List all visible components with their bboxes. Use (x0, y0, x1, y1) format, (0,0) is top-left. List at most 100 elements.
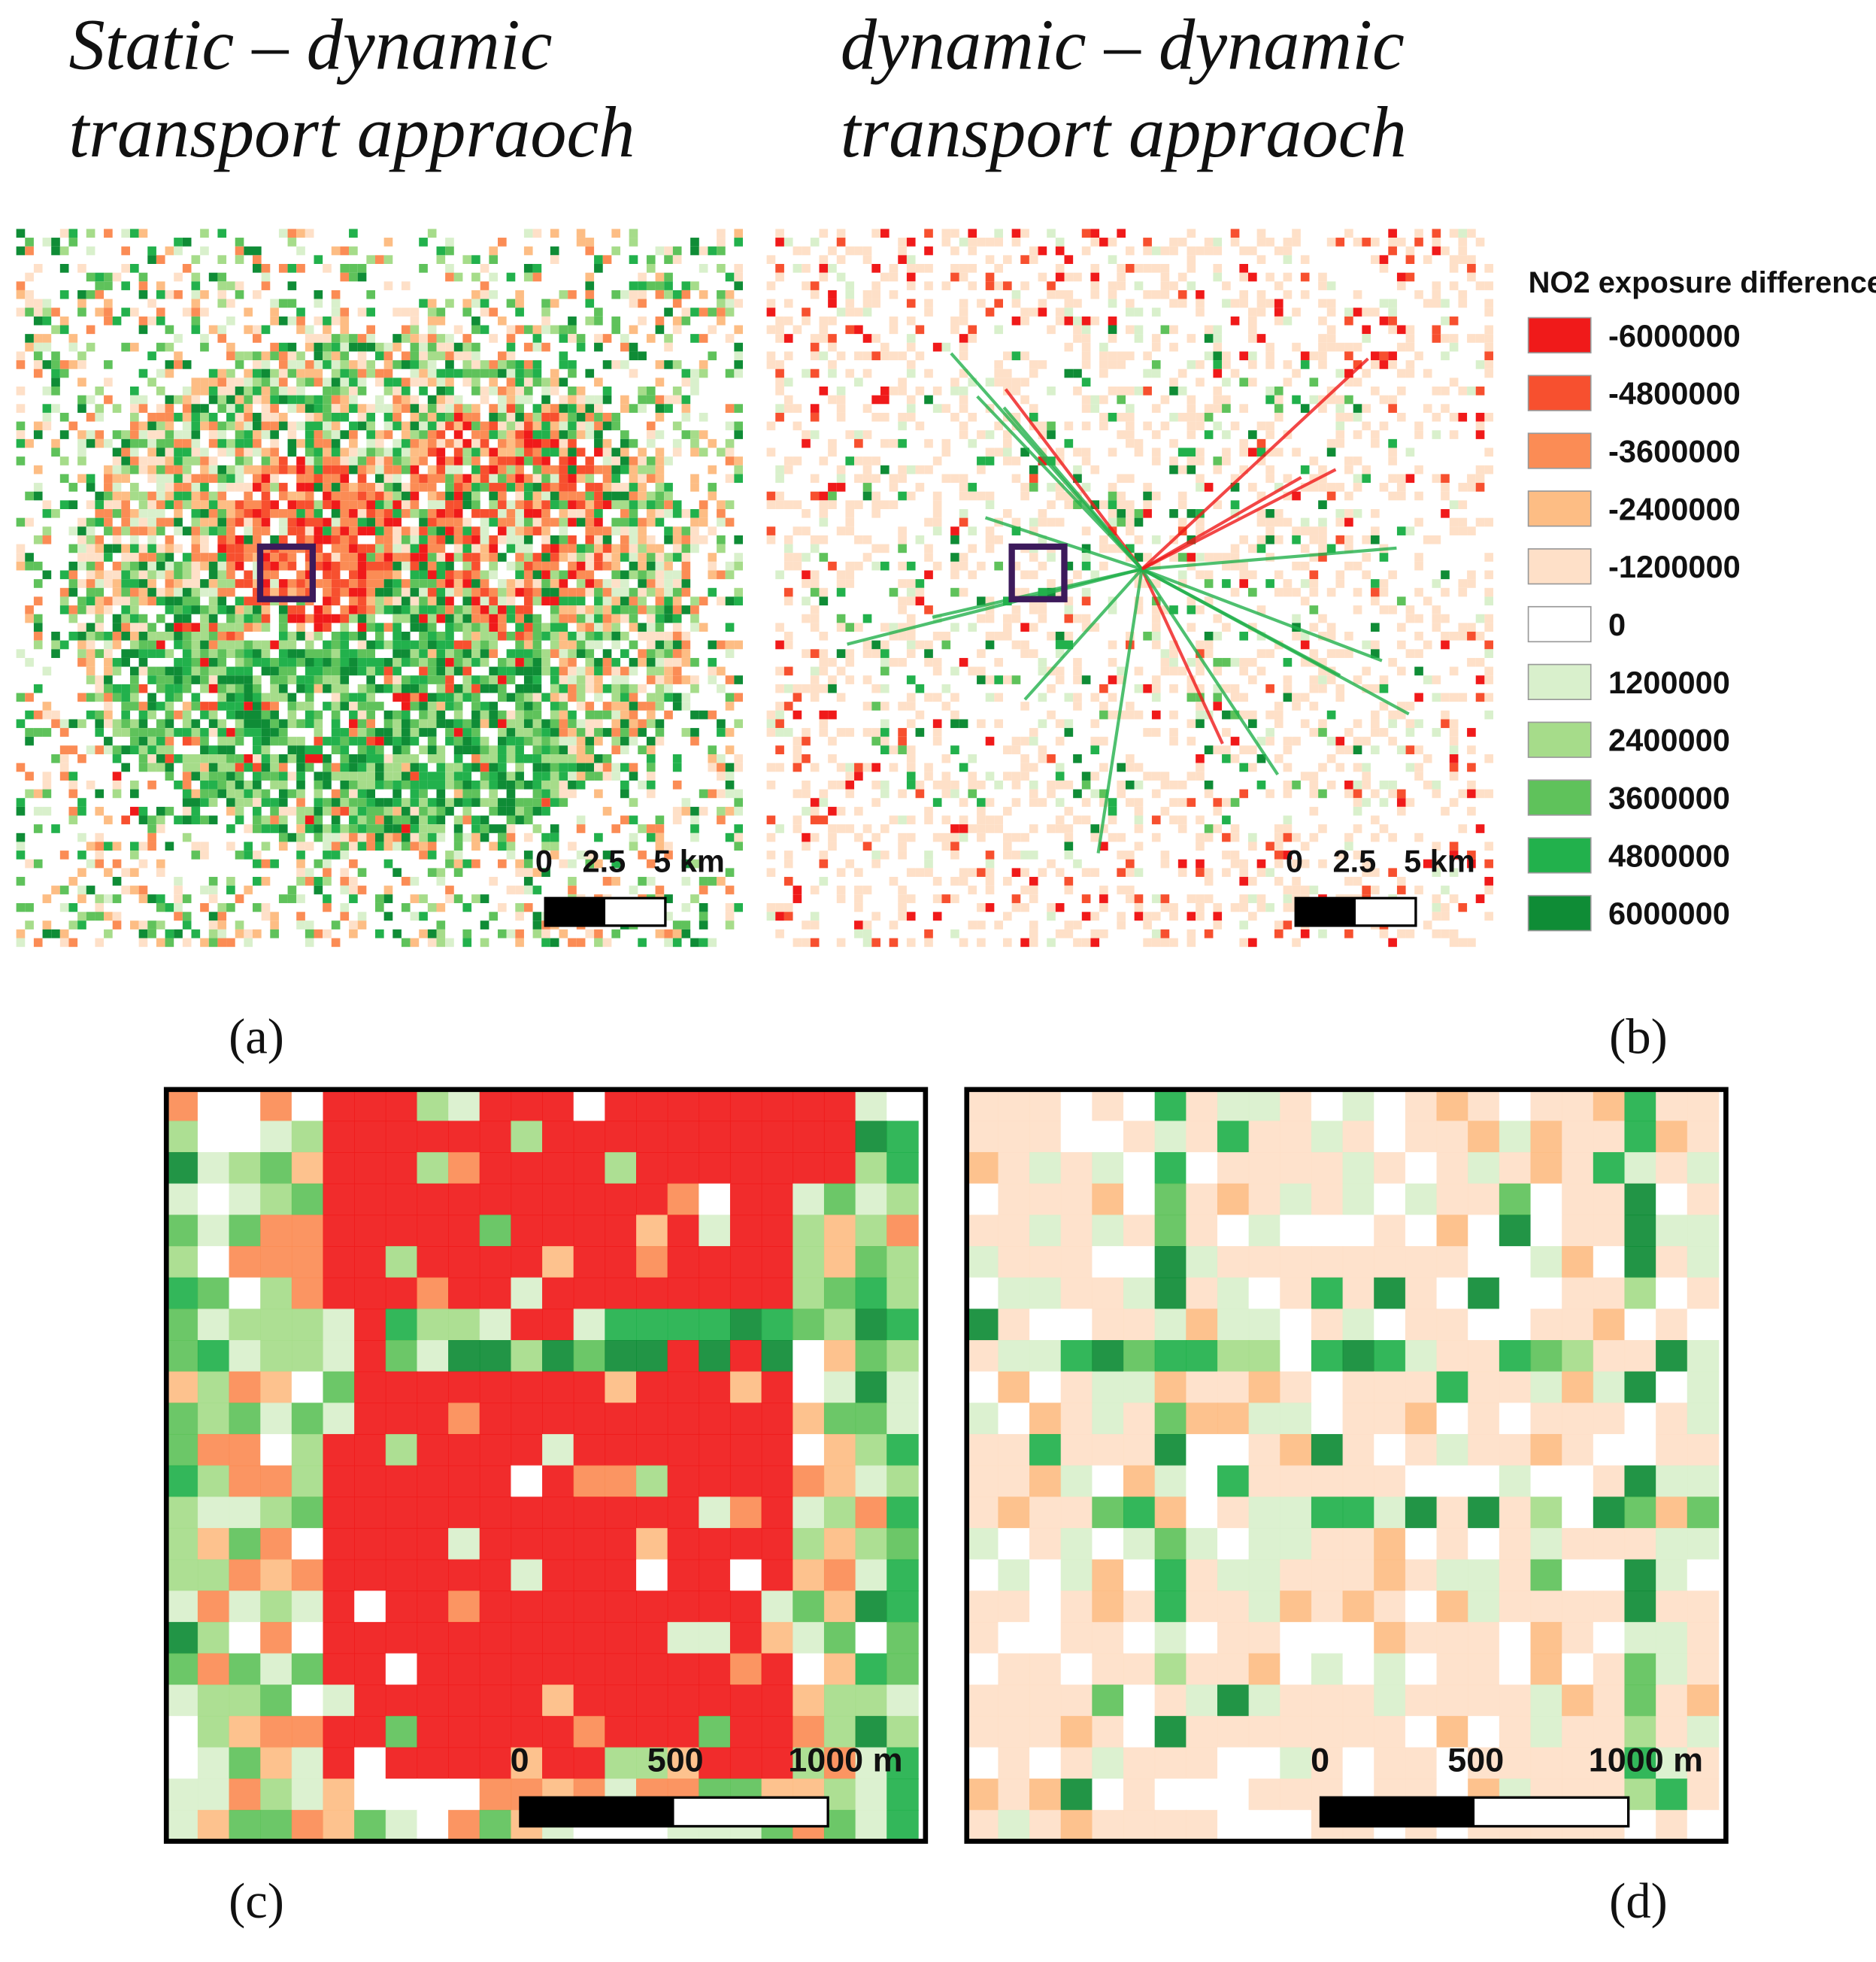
map-pixel (734, 754, 744, 763)
map-pixel (331, 544, 341, 553)
map-pixel (252, 657, 262, 667)
map-pixel (568, 859, 577, 869)
map-pixel (646, 255, 656, 264)
map-pixel (331, 404, 341, 413)
map-pixel (699, 368, 708, 378)
map-pixel (296, 421, 305, 431)
map-pixel (506, 666, 516, 676)
map-pixel (906, 395, 916, 405)
map-pixel (523, 605, 533, 614)
map-pixel (1230, 474, 1240, 484)
map-pixel (629, 798, 638, 807)
map-pixel (235, 806, 244, 816)
map-pixel (1292, 229, 1301, 238)
map-pixel (602, 561, 612, 571)
map-pixel (270, 675, 279, 684)
map-pixel (646, 334, 656, 343)
map-pixel (1239, 299, 1249, 308)
map-pixel (296, 483, 305, 492)
map-pixel (445, 640, 454, 650)
map-pixel (278, 842, 288, 851)
map-pixel (515, 456, 524, 465)
map-pixel (296, 378, 305, 387)
map-pixel (182, 702, 192, 711)
map-pixel (235, 281, 244, 290)
map-pixel (836, 308, 846, 317)
map-pixel (296, 316, 305, 326)
map-pixel (182, 387, 192, 396)
map-pixel (1073, 316, 1082, 326)
map-pixel (1475, 387, 1485, 396)
map-pixel (871, 456, 880, 465)
map-pixel (725, 920, 735, 929)
map-pixel (287, 693, 297, 702)
map-pixel (427, 526, 437, 535)
map-pixel (427, 579, 437, 588)
map-pixel (550, 474, 559, 484)
map-pixel (191, 640, 201, 650)
map-pixel (200, 623, 209, 632)
map-pixel (208, 632, 218, 641)
map-pixel (664, 308, 673, 317)
map-pixel (523, 902, 533, 912)
map-pixel (340, 842, 350, 851)
map-pixel (95, 851, 105, 860)
map-pixel (655, 596, 665, 606)
map-pixel (323, 763, 332, 772)
map-pixel (296, 877, 305, 886)
map-pixel (305, 877, 314, 886)
map-pixel (165, 736, 174, 746)
map-pixel (270, 754, 279, 763)
map-pixel (664, 842, 673, 851)
map-pixel (305, 632, 314, 641)
map-pixel (1213, 395, 1223, 405)
map-pixel (323, 640, 332, 650)
map-pixel (550, 570, 559, 580)
map-pixel (59, 570, 69, 580)
map-pixel (655, 544, 665, 553)
map-pixel (68, 229, 78, 238)
map-pixel (287, 657, 297, 667)
map-pixel (410, 404, 420, 413)
map-pixel (498, 824, 507, 833)
map-pixel (480, 780, 489, 790)
map-pixel (383, 728, 393, 737)
map-pixel (235, 719, 244, 729)
map-pixel (664, 649, 673, 658)
map-pixel (340, 851, 350, 860)
map-pixel (270, 342, 279, 352)
map-pixel (278, 465, 288, 475)
map-pixel (498, 596, 507, 606)
map-pixel (392, 421, 402, 431)
map-pixel (655, 360, 665, 369)
map-pixel (383, 544, 393, 553)
map-pixel (1090, 465, 1100, 475)
map-pixel (182, 596, 192, 606)
map-pixel (655, 281, 665, 290)
map-pixel (383, 824, 393, 833)
map-pixel (1108, 334, 1117, 343)
map-pixel (462, 632, 472, 641)
map-pixel (270, 456, 279, 465)
map-pixel (1134, 263, 1144, 273)
map-pixel (296, 509, 305, 518)
map-pixel (480, 623, 489, 632)
map-pixel (445, 772, 454, 781)
map-pixel (235, 666, 244, 676)
map-pixel (1002, 456, 1012, 465)
map-pixel (1187, 404, 1196, 413)
map-pixel (559, 430, 568, 439)
map-pixel (1388, 229, 1397, 238)
map-pixel (828, 395, 837, 405)
map-pixel (638, 877, 647, 886)
map-pixel (419, 587, 428, 597)
map-pixel (480, 587, 489, 597)
map-pixel (690, 614, 699, 623)
map-pixel (480, 736, 489, 746)
map-pixel (200, 342, 209, 352)
map-pixel (515, 447, 524, 457)
map-pixel (708, 754, 717, 763)
map-pixel (16, 387, 26, 396)
map-pixel (208, 798, 218, 807)
map-pixel (331, 675, 341, 684)
